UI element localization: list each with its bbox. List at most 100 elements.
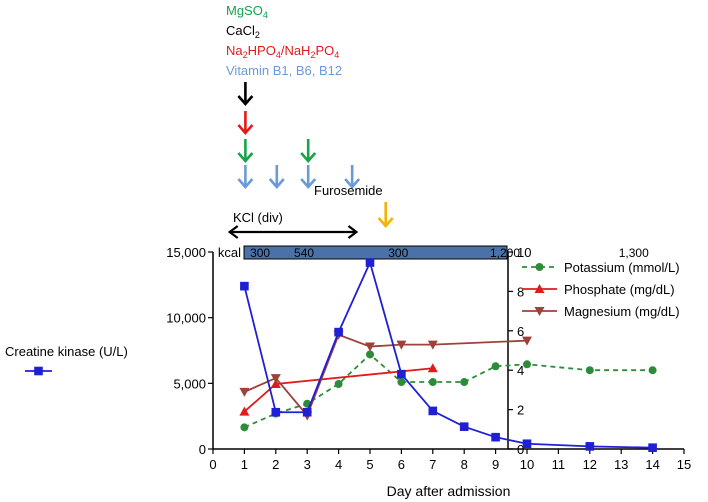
- drug-arrow-0: [237, 82, 254, 106]
- data-point-creatine-3: [334, 327, 343, 337]
- data-point-creatine-2: [302, 407, 312, 417]
- kcal-value-4: 1,300: [619, 246, 649, 260]
- y-right-tick-label-2: 4: [517, 363, 524, 378]
- drug-arrow-7: [344, 165, 361, 189]
- furosemide-arrow: [377, 202, 394, 228]
- x-tick-label-5: 5: [366, 457, 373, 472]
- series-line-creatine: [243, 259, 653, 449]
- data-point-potassium-6: [428, 378, 437, 387]
- y-right-tick-label-0: 0: [517, 442, 524, 457]
- data-point-potassium-4: [366, 350, 374, 359]
- y-right-tick-label-5: 10: [517, 245, 531, 260]
- data-point-potassium-8: [491, 362, 500, 371]
- data-point-potassium-3: [334, 379, 343, 388]
- arrow-head: [300, 178, 317, 189]
- drug-legend-2: Na2HPO4/NaH2PO4: [226, 43, 339, 60]
- data-point-potassium-11: [648, 366, 657, 375]
- y-right-tick-label-1: 2: [517, 403, 524, 418]
- kcal-value-1: 540: [294, 246, 314, 260]
- arrow-head: [237, 124, 254, 135]
- x-tick-label-9: 9: [492, 457, 499, 472]
- legend-marker-phosphate: [534, 284, 545, 293]
- drug-legend-0: MgSO4: [226, 3, 268, 20]
- data-point-creatine-9: [522, 439, 532, 449]
- x-tick-label-1: 1: [241, 457, 248, 472]
- drug-arrow-6: [300, 165, 317, 189]
- data-point-magnesium-1: [270, 374, 281, 384]
- kcl-head-left: [227, 225, 239, 239]
- drug-legend-3: Vitamin B1, B6, B12: [226, 63, 342, 78]
- drug-arrow-3: [300, 139, 317, 163]
- data-point-potassium-5: [397, 378, 406, 387]
- data-point-creatine-11: [648, 443, 657, 452]
- data-point-magnesium-0: [239, 387, 250, 397]
- kcal-value-2: 300: [388, 246, 408, 260]
- legend-marker-potassium: [535, 263, 544, 271]
- data-point-creatine-1: [271, 407, 281, 417]
- data-point-creatine-8: [491, 432, 500, 442]
- drug-legend-1: CaCl2: [226, 23, 260, 40]
- data-point-magnesium-4: [365, 342, 375, 352]
- y-left-tick-label-0: 0: [199, 442, 206, 457]
- x-tick-label-8: 8: [461, 457, 468, 472]
- data-point-potassium-9: [523, 360, 531, 369]
- x-axis-title: Day after admission: [387, 483, 511, 499]
- arrow-head: [300, 152, 317, 163]
- data-point-magnesium-5: [396, 340, 407, 350]
- legend-label-phosphate: Phosphate (mg/dL): [564, 282, 675, 297]
- kcl-head-right: [347, 225, 359, 239]
- drug-arrow-5: [268, 165, 285, 189]
- drug-arrow-2: [237, 139, 254, 163]
- data-point-phosphate-1: [270, 378, 281, 388]
- y-right-tick-label-3: 6: [517, 324, 524, 339]
- arrow-head: [237, 152, 254, 163]
- arrow-head: [377, 217, 394, 228]
- drug-arrow-1: [237, 111, 254, 135]
- x-tick-label-11: 11: [552, 457, 566, 472]
- data-point-potassium-10: [585, 366, 594, 375]
- x-tick-label-12: 12: [583, 457, 597, 472]
- series-line-magnesium: [244, 333, 528, 418]
- y-left-tick-label-1: 5,000: [173, 376, 206, 391]
- data-point-creatine-10: [585, 442, 595, 451]
- data-point-creatine-0: [240, 281, 249, 291]
- legend-marker-creatine: [34, 366, 43, 376]
- kcal-bar: [243, 245, 508, 260]
- x-tick-label-4: 4: [335, 457, 342, 472]
- x-tick-label-15: 15: [677, 457, 691, 472]
- arrow-head: [237, 95, 254, 106]
- series-creatine: [240, 258, 657, 452]
- kcl-label: KCl (div): [233, 210, 283, 225]
- x-tick-label-6: 6: [398, 457, 405, 472]
- x-tick-label-2: 2: [272, 457, 279, 472]
- kcal-label: kcal: [218, 245, 241, 260]
- arrow-head: [344, 178, 361, 189]
- furosemide-label: Furosemide: [314, 183, 383, 198]
- x-tick-label-10: 10: [520, 457, 534, 472]
- legend-label-potassium: Potassium (mmol/L): [564, 260, 680, 275]
- data-point-magnesium-6: [427, 340, 438, 350]
- data-point-phosphate-2: [427, 363, 438, 373]
- data-point-creatine-6: [428, 406, 438, 416]
- series-phosphate: [239, 363, 438, 416]
- y-left-tick-label-2: 10,000: [166, 311, 206, 326]
- legend-label-magnesium: Magnesium (mg/dL): [564, 304, 680, 319]
- data-point-creatine-4: [365, 258, 375, 267]
- kcal-value-0: 300: [250, 246, 270, 260]
- data-point-magnesium-7: [522, 336, 532, 346]
- y-left-tick-label-3: 15,000: [166, 245, 206, 260]
- arrow-head: [237, 178, 254, 189]
- legend-label-creatine: Creatine kinase (U/L): [5, 344, 128, 359]
- kcl-range-arrow: [227, 225, 359, 239]
- x-tick-label-7: 7: [429, 457, 436, 472]
- data-point-phosphate-0: [239, 406, 250, 416]
- data-point-potassium-7: [460, 378, 469, 387]
- series-magnesium: [239, 330, 532, 421]
- x-tick-label-3: 3: [304, 457, 311, 472]
- data-point-creatine-5: [397, 369, 406, 379]
- y-right-tick-label-4: 8: [517, 284, 524, 299]
- data-point-potassium-0: [240, 423, 249, 432]
- x-tick-label-13: 13: [614, 457, 628, 472]
- x-tick-label-0: 0: [209, 457, 216, 472]
